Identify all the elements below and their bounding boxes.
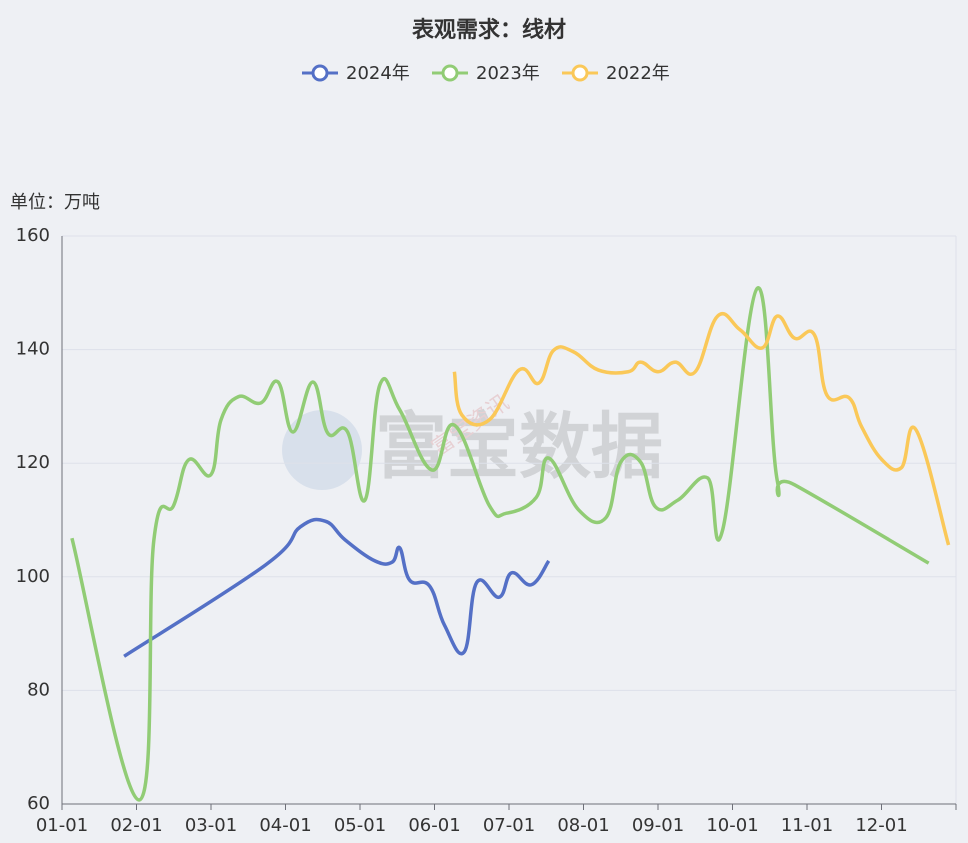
- y-tick-label: 100: [16, 566, 50, 587]
- chart-title: 表观需求：线材: [412, 17, 566, 43]
- x-tick-label: 11-01: [781, 815, 833, 836]
- line: [70, 286, 930, 802]
- x-tick-label: 05-01: [334, 815, 386, 836]
- x-tick-label: 01-01: [36, 815, 88, 836]
- legend-marker: [311, 64, 329, 82]
- y-tick-label: 80: [27, 679, 50, 700]
- legend-label: 2023年: [476, 63, 540, 84]
- line: [452, 312, 951, 546]
- x-tick-label: 04-01: [259, 815, 311, 836]
- watermark-logo: [282, 410, 362, 490]
- legend-label: 2022年: [606, 63, 670, 84]
- line: [123, 517, 551, 658]
- y-tick-label: 120: [16, 452, 50, 473]
- x-tick-label: 02-01: [110, 815, 162, 836]
- x-tick-label: 09-01: [632, 815, 684, 836]
- legend-item: 2023年: [432, 63, 540, 84]
- watermark: 富宝数据 富宝资讯: [282, 390, 663, 490]
- y-tick-label: 140: [16, 339, 50, 360]
- y-tick-label: 60: [27, 793, 50, 814]
- x-tick-label: 03-01: [185, 815, 237, 836]
- x-tick-label: 08-01: [557, 815, 609, 836]
- x-tick-label: 10-01: [706, 815, 758, 836]
- legend-item: 2024年: [302, 63, 410, 84]
- legend-marker: [571, 64, 589, 82]
- x-tick-label: 06-01: [408, 815, 460, 836]
- legend-item: 2022年: [562, 63, 670, 84]
- legend-label: 2024年: [346, 63, 410, 84]
- y-axis-label: 单位：万吨: [10, 192, 100, 213]
- y-tick-label: 160: [16, 225, 50, 246]
- x-tick-label: 12-01: [855, 815, 907, 836]
- legend-marker: [441, 64, 459, 82]
- x-tick-label: 07-01: [483, 815, 535, 836]
